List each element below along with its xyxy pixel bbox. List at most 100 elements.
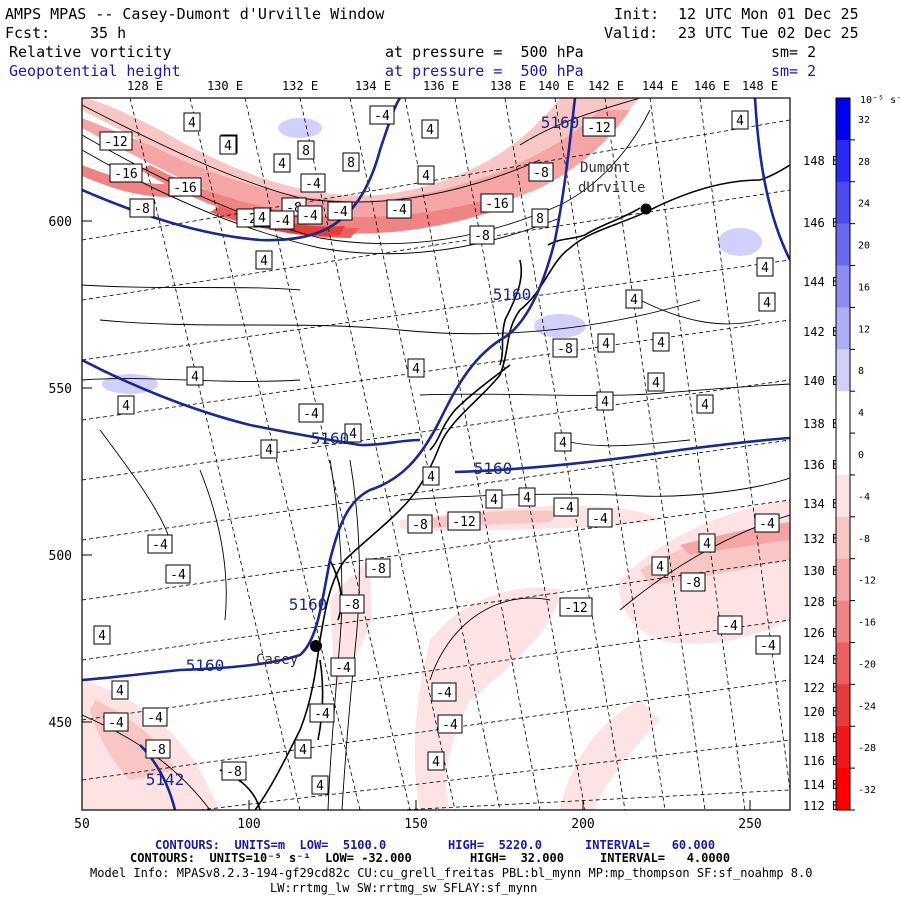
colorbar-segment bbox=[836, 98, 850, 141]
grid-line bbox=[399, 789, 790, 810]
svg-text:-4: -4 bbox=[374, 109, 390, 124]
right-longitude-label: 120 E bbox=[803, 705, 839, 719]
vorticity-contour-label: 4 bbox=[421, 119, 439, 139]
field1-level: at pressure = 500 hPa bbox=[385, 43, 584, 61]
svg-text:4: 4 bbox=[432, 755, 440, 770]
x-axis-tick-label: 100 bbox=[237, 817, 260, 832]
svg-text:-12: -12 bbox=[587, 121, 610, 136]
vorticity-contour-label: 4 bbox=[407, 358, 425, 378]
right-longitude-label: 114 E bbox=[803, 778, 839, 792]
svg-text:4: 4 bbox=[224, 139, 232, 154]
svg-text:4: 4 bbox=[701, 398, 709, 413]
svg-text:-4: -4 bbox=[558, 501, 574, 516]
vorticity-contour-label: -8 bbox=[407, 514, 433, 534]
vorticity-contour-label: 4 bbox=[253, 207, 271, 227]
top-longitude-label: 136 E bbox=[423, 79, 459, 93]
vorticity-contour-label: -16 bbox=[109, 163, 143, 183]
vorticity-contour-label: -4 bbox=[165, 564, 191, 584]
y-axis-labels: 600 550 500 450 bbox=[49, 215, 72, 731]
colorbar-segment bbox=[836, 600, 850, 643]
vorticity-contour-label: -12 bbox=[99, 131, 133, 151]
grid-line bbox=[699, 98, 790, 791]
right-longitude-label: 124 E bbox=[803, 653, 839, 667]
colorbar: 32 28 24 20 16 12 8 4 0 -4 -8 -12 -16 -20 -24 -28 -32 bbox=[835, 97, 876, 811]
vorticity-contour-label: 4 bbox=[311, 775, 329, 795]
svg-text:-8: -8 bbox=[533, 166, 549, 181]
colorbar-label: -20 bbox=[858, 659, 876, 670]
colorbar-segment bbox=[836, 726, 850, 769]
vorticity-contour-label: -8 bbox=[129, 198, 155, 218]
height-contour-label: 5160 bbox=[186, 656, 225, 675]
vorticity-contour-label: 4 bbox=[651, 556, 669, 576]
svg-text:4: 4 bbox=[427, 470, 435, 485]
vorticity-contour-label: -4 bbox=[755, 635, 781, 655]
vorticity-contour-label: 4 bbox=[625, 289, 643, 309]
vorticity-contour-label: 4 bbox=[647, 372, 665, 392]
vorticity-contour-label: -4 bbox=[369, 105, 395, 125]
height-contour-high: HIGH= 5220.0 bbox=[448, 838, 542, 852]
vorticity-contour-label: -4 bbox=[269, 210, 295, 230]
grid-line bbox=[82, 439, 790, 541]
vorticity-contour-label: -4 bbox=[297, 205, 323, 225]
vorticity-contour-label: -8 bbox=[221, 761, 247, 781]
colorbar-segment bbox=[836, 265, 850, 308]
x-axis-tick-label: 250 bbox=[738, 817, 761, 832]
svg-text:4: 4 bbox=[736, 114, 744, 129]
svg-text:8: 8 bbox=[347, 156, 355, 171]
vorticity-contour-label: -8 bbox=[469, 225, 495, 245]
field2-name: Geopotential height bbox=[9, 62, 181, 80]
svg-text:-4: -4 bbox=[305, 177, 321, 192]
vorticity-contour-label: 4 bbox=[183, 112, 201, 132]
svg-text:4: 4 bbox=[98, 629, 106, 644]
right-longitude-label: 130 E bbox=[803, 564, 839, 578]
grid-line bbox=[299, 98, 456, 810]
colorbar-label: -24 bbox=[858, 701, 876, 712]
vorticity-contour-label: 4 bbox=[417, 165, 435, 185]
svg-text:4: 4 bbox=[763, 296, 771, 311]
vorticity-contour-label: 4 bbox=[698, 533, 716, 553]
height-contour-interval: INTERVAL= 60.000 bbox=[585, 838, 716, 852]
colorbar-label: 4 bbox=[858, 408, 864, 419]
vorticity-contour-label: 4 bbox=[554, 432, 572, 452]
right-longitude-label: 112 E bbox=[803, 799, 839, 813]
height-contour-label: 5160 bbox=[493, 285, 532, 304]
vorticity-contour-label: -8 bbox=[145, 739, 171, 759]
top-longitude-label: 138 E bbox=[490, 79, 526, 93]
geopotential-height-contours bbox=[82, 98, 790, 810]
height-contour-label: 5160 bbox=[474, 459, 513, 478]
right-longitude-label: 118 E bbox=[803, 731, 839, 745]
vorticity-contour-label: 4 bbox=[731, 110, 749, 130]
height-contour-label: 5142 bbox=[146, 770, 185, 789]
vorticity-contour-label: -12 bbox=[559, 597, 593, 617]
colorbar-label: 8 bbox=[858, 366, 864, 377]
vorticity-contour-label: 4 bbox=[756, 257, 774, 277]
vorticity-contour-label: -4 bbox=[431, 682, 457, 702]
x-axis-tick-label: 200 bbox=[571, 817, 594, 832]
svg-text:-4: -4 bbox=[759, 517, 775, 532]
svg-text:-16: -16 bbox=[485, 197, 508, 212]
svg-text:4: 4 bbox=[116, 684, 124, 699]
svg-text:4: 4 bbox=[559, 436, 567, 451]
top-longitude-labels: 128 E 130 E 132 E 134 E 136 E 138 E 140 E 142 E… bbox=[127, 79, 778, 93]
right-longitude-label: 138 E bbox=[803, 417, 839, 431]
colorbar-segment bbox=[836, 642, 850, 685]
right-longitude-label: 142 E bbox=[803, 325, 839, 339]
vorticity-contour-label: -4 bbox=[386, 199, 412, 219]
height-contour-info: CONTOURS: UNITS=m LOW= 5100.0 bbox=[155, 838, 387, 852]
top-longitude-label: 130 E bbox=[207, 79, 243, 93]
svg-text:4: 4 bbox=[188, 116, 196, 131]
grid-line bbox=[82, 559, 790, 661]
vorticity-contour-label: 4 bbox=[758, 292, 776, 312]
grid-line bbox=[554, 98, 666, 810]
svg-text:4: 4 bbox=[602, 337, 610, 352]
vorticity-contour-label: 4 bbox=[93, 625, 111, 645]
svg-text:-4: -4 bbox=[436, 686, 452, 701]
svg-text:-8: -8 bbox=[474, 229, 490, 244]
svg-text:-4: -4 bbox=[303, 407, 319, 422]
x-axis-tick-label: 150 bbox=[404, 817, 427, 832]
vorticity-contour-label: -4 bbox=[553, 497, 579, 517]
svg-text:4: 4 bbox=[630, 293, 638, 308]
grid-line bbox=[349, 98, 501, 810]
right-longitude-label: 134 E bbox=[803, 497, 839, 511]
vorticity-contour-label: 4 bbox=[273, 153, 291, 173]
